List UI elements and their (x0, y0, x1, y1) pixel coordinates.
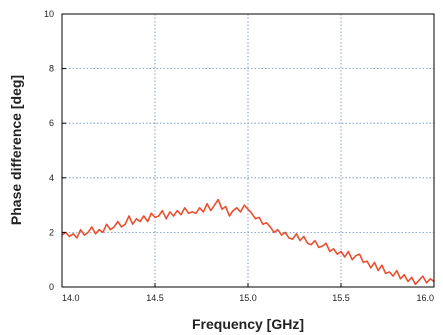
y-tick-label: 10 (44, 9, 54, 19)
x-tick-label: 15.0 (239, 293, 257, 303)
x-tick-label: 14.5 (146, 293, 164, 303)
x-tick-label: 14.0 (62, 293, 80, 303)
y-tick-label: 6 (49, 118, 54, 128)
y-tick-label: 0 (49, 282, 54, 292)
grid-lines (62, 14, 434, 287)
y-tick-label: 4 (49, 173, 54, 183)
y-tick-label: 2 (49, 227, 54, 237)
x-axis-label: Frequency [GHz] (192, 316, 304, 332)
y-tick-label: 8 (49, 64, 54, 74)
y-axis-label: Phase difference [deg] (8, 75, 24, 225)
x-tick-label: 16.0 (416, 293, 434, 303)
series-group (61, 198, 435, 286)
y-axis-ticks: 0 2 4 6 8 10 (44, 9, 66, 292)
x-axis-ticks: 14.0 14.5 15.0 15.5 16.0 (61, 283, 435, 303)
series-line (61, 198, 435, 286)
x-tick-label: 15.5 (332, 293, 350, 303)
